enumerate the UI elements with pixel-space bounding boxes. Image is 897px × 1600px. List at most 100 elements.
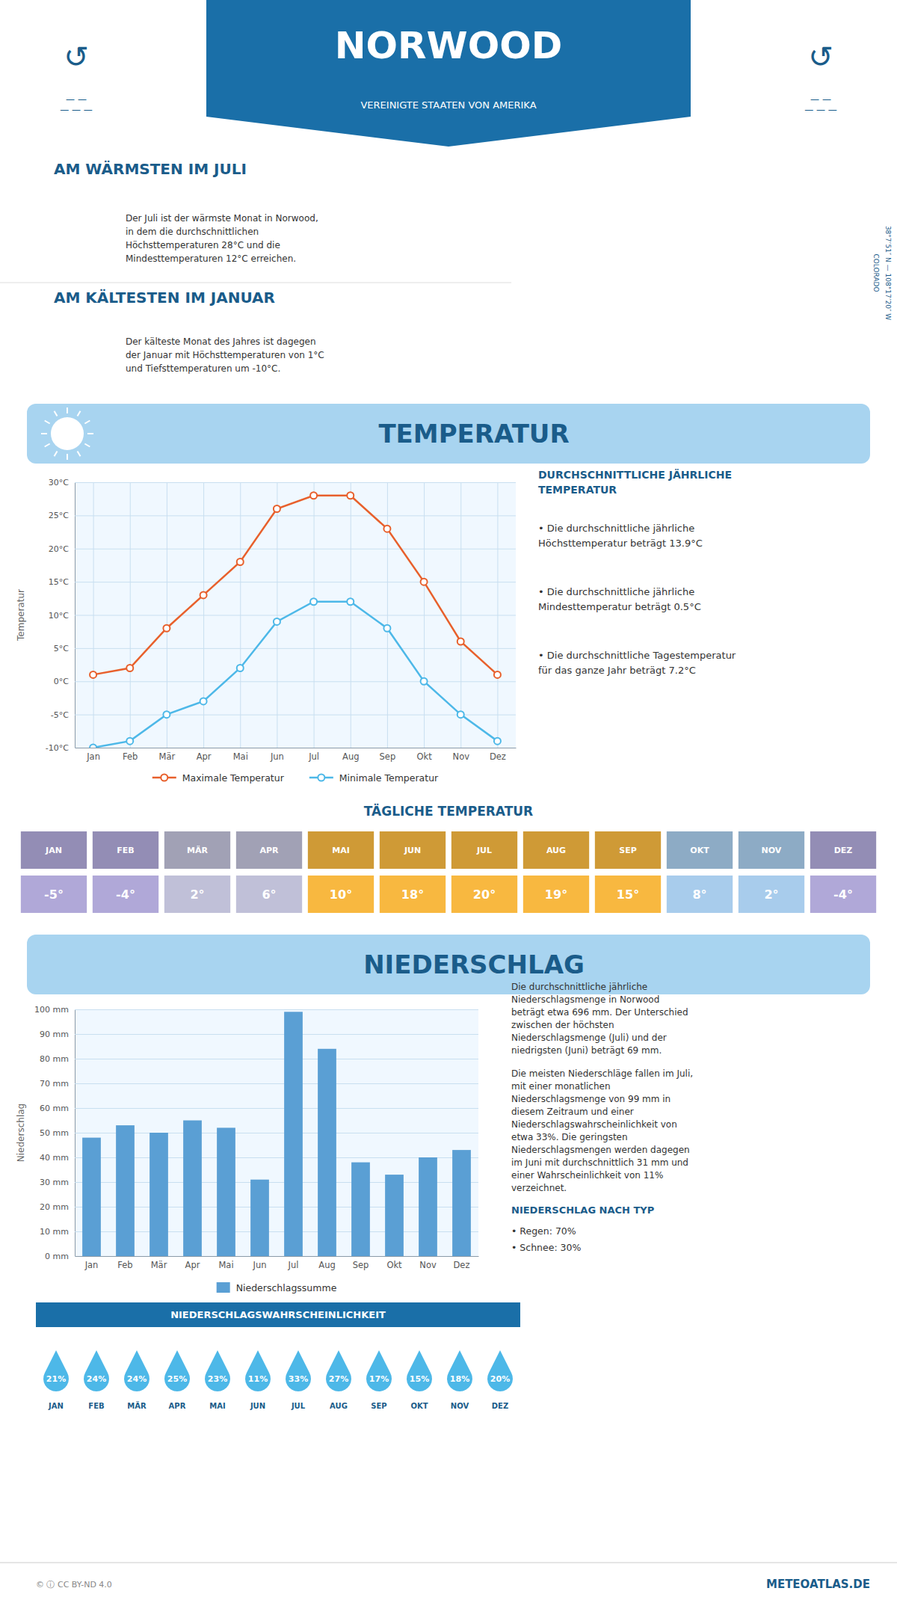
y-axis-title: Niederschlag	[15, 1103, 27, 1162]
grid-line	[313, 482, 315, 748]
grid-line	[74, 1181, 479, 1183]
grid-line	[276, 482, 278, 748]
data-label: 33%	[288, 1373, 308, 1384]
x-axis: JanFebMärAprMaiJunJulAugSepOktNovDez	[75, 482, 517, 762]
annotation: NIEDERSCHLAG NACH TYP	[511, 1204, 655, 1216]
data-label: 8°	[692, 887, 707, 902]
value-cell	[810, 875, 877, 913]
x-tick-label: Okt	[386, 1259, 403, 1271]
grid-line	[74, 1206, 479, 1208]
category-label: FEB	[88, 1401, 104, 1410]
annotation: • Die durchschnittliche jährlicheHöchstt…	[538, 522, 703, 549]
sun-disc	[50, 417, 84, 450]
header-cell	[595, 831, 661, 869]
legend-item: Minimale Temperatur	[309, 772, 439, 784]
x-tick: Aug	[342, 482, 359, 762]
annotation: • Die durchschnittliche Tagestemperaturf…	[538, 649, 737, 676]
data-label: 10°	[329, 887, 353, 902]
data-label: 15°	[616, 887, 640, 902]
drop	[285, 1349, 311, 1392]
banner	[206, 0, 691, 147]
x-tick: Dez	[489, 482, 507, 762]
x-tick: Aug	[318, 1255, 335, 1271]
plot-background	[74, 482, 516, 748]
drop	[487, 1349, 513, 1392]
text-line: Niederschlagsmengen werden dagegen	[511, 1144, 690, 1155]
x-tick: Jan	[85, 482, 101, 762]
point	[273, 618, 281, 625]
grid-line	[74, 615, 516, 616]
value-cell	[379, 875, 446, 913]
y-tick: -5°C	[50, 710, 516, 720]
header-cell	[523, 831, 590, 869]
data-label: 20°	[473, 887, 496, 902]
category-label: DEZ	[491, 1401, 509, 1410]
grid-line	[74, 1231, 479, 1232]
category-label: AUG	[546, 845, 566, 856]
text-line: NORWOOD	[334, 23, 563, 68]
text-line: für das ganze Jahr beträgt 7.2°C	[538, 664, 696, 676]
legend-item: Maximale Temperatur	[152, 772, 285, 784]
grid-line	[74, 581, 516, 583]
value-cell	[738, 875, 805, 913]
divider	[0, 282, 512, 284]
text-line: • Die durchschnittliche jährliche	[538, 522, 695, 534]
grid-line	[74, 1058, 479, 1060]
y-tick-label: 10 mm	[39, 1226, 69, 1237]
bar	[216, 1127, 236, 1256]
x-tick-label: Jan	[85, 751, 101, 762]
x-tick-label: Nov	[452, 751, 471, 762]
plot-area	[89, 491, 501, 748]
category-label: OKT	[689, 845, 710, 856]
header-cell	[379, 831, 446, 869]
grid-line	[74, 1033, 479, 1035]
grid-line	[74, 1083, 479, 1084]
text-line: zwischen der höchsten	[511, 1019, 615, 1031]
point	[457, 638, 465, 646]
y-tick: 90 mm	[39, 1029, 479, 1040]
annotation: • Die durchschnittliche jährlicheMindest…	[538, 586, 702, 613]
title-bar	[35, 1302, 521, 1327]
text-line: NIEDERSCHLAG	[363, 949, 585, 980]
text-line: Niederschlagsmenge von 99 mm in	[511, 1093, 671, 1105]
x-tick: Jun	[252, 1255, 267, 1271]
point	[162, 710, 170, 718]
text-line: TEMPERATUR	[378, 418, 569, 449]
legend-marker	[317, 774, 325, 782]
y-tick-label: 15°C	[48, 577, 69, 587]
annotation: — —— — —	[804, 94, 838, 116]
line	[93, 601, 498, 748]
category-label: SEP	[370, 1401, 387, 1410]
sun-ray	[84, 420, 90, 424]
text-line: Die meisten Niederschläge fallen im Juli…	[511, 1068, 693, 1079]
bar	[418, 1157, 438, 1256]
grid-line	[130, 482, 131, 748]
annotation: AM KÄLTESTEN IM JANUAR	[53, 288, 276, 307]
text-line: TEMPERATUR	[538, 483, 617, 496]
grid-line	[74, 747, 516, 749]
grid-line	[239, 482, 241, 748]
annotation: AM WÄRMSTEN IM JULI	[53, 159, 247, 178]
text-line: — —	[810, 94, 832, 105]
bar	[149, 1132, 169, 1256]
text-line: METEOATLAS.DE	[766, 1577, 871, 1591]
x-axis: JanFebMärAprMaiJunJulAugSepOktNovDez	[75, 1255, 480, 1271]
x-tick-label: Dez	[489, 751, 507, 762]
category-label: MÄR	[127, 1400, 147, 1410]
category-label: JUL	[476, 845, 492, 856]
category-label: JAN	[44, 845, 63, 856]
text-line: NIEDERSCHLAG NACH TYP	[511, 1204, 655, 1216]
category-label: JUN	[403, 845, 421, 856]
sun-ray	[54, 450, 58, 456]
sun-ray	[77, 450, 81, 456]
y-tick-label: 10°C	[48, 610, 69, 621]
grid-line	[74, 1132, 479, 1134]
legend: Niederschlagssumme	[216, 1281, 338, 1294]
text-line: niedrigsten (Juni) beträgt 69 mm.	[511, 1045, 662, 1056]
text-line: einer Wahrscheinlichkeit von 11%	[511, 1169, 664, 1181]
category-label: FEB	[116, 845, 134, 856]
y-tick-label: 5°C	[53, 643, 69, 654]
legend-label: Minimale Temperatur	[339, 772, 439, 784]
y-tick-label: 20 mm	[39, 1201, 69, 1212]
x-tick-label: Feb	[122, 751, 138, 762]
